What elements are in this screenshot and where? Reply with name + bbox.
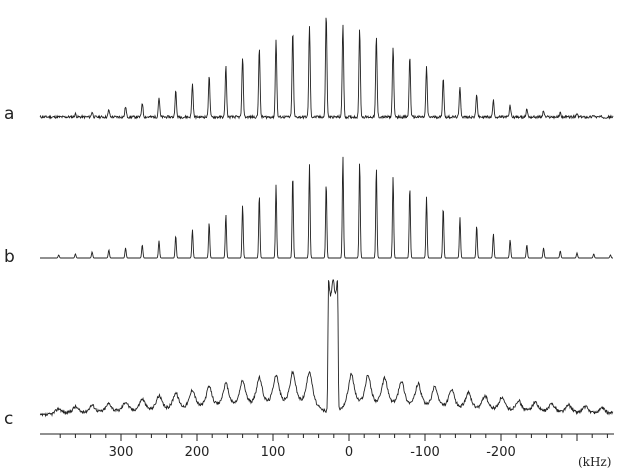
spectrum-trace-b bbox=[40, 156, 613, 259]
spectrum-b: b bbox=[4, 156, 613, 267]
panel-label-b: b bbox=[4, 247, 15, 267]
x-tick-label: 100 bbox=[261, 445, 286, 460]
spectrum-a: a bbox=[4, 17, 614, 124]
panel-label-a: a bbox=[4, 104, 14, 124]
spectrum-trace-c bbox=[39, 279, 614, 418]
x-axis-ticks: 300 200 100 0 -100 -200 bbox=[59, 434, 608, 460]
x-axis-unit-label: (kHz) bbox=[578, 455, 611, 469]
x-tick-label: -100 bbox=[410, 445, 440, 460]
x-tick-label: 200 bbox=[185, 445, 210, 460]
x-axis: 300 200 100 0 -100 -200 (kHz) bbox=[40, 433, 614, 469]
spectrum-trace-a bbox=[39, 17, 614, 120]
panel-label-c: c bbox=[4, 409, 13, 429]
spectrum-c: c bbox=[4, 279, 614, 429]
x-tick-label: 300 bbox=[109, 445, 134, 460]
x-tick-label: -200 bbox=[486, 445, 516, 460]
x-tick-label: 0 bbox=[345, 445, 353, 460]
